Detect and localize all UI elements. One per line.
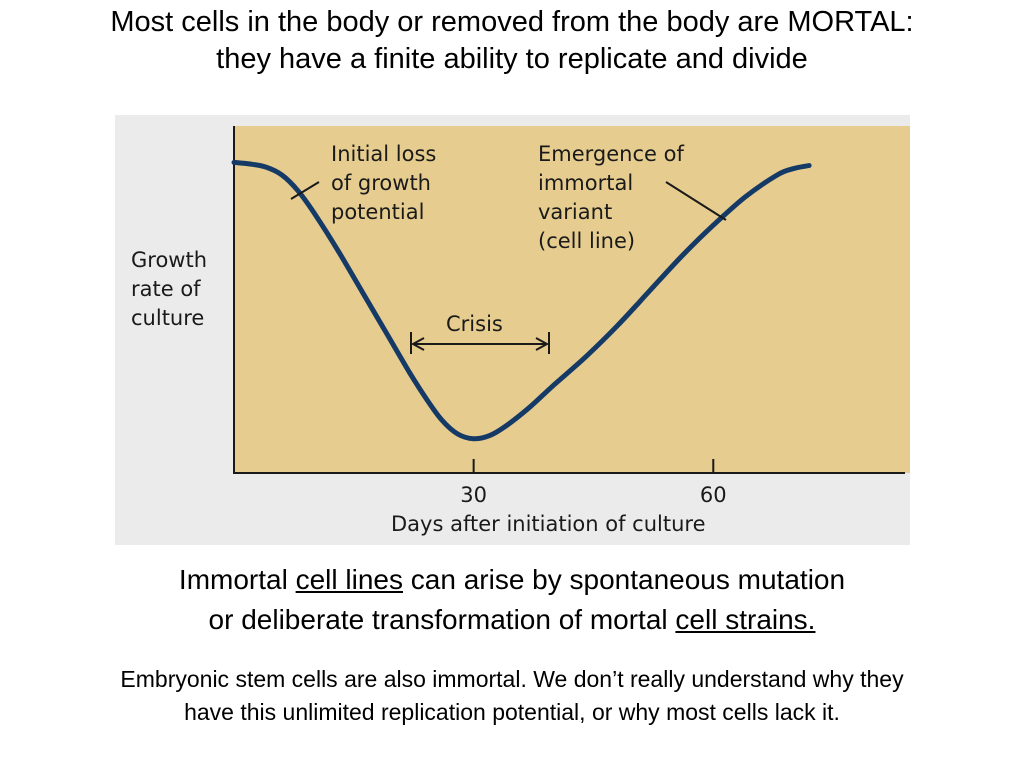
growth-curve	[231, 159, 812, 442]
x-axis-label: Days after initiation of culture	[391, 512, 706, 536]
growth-chart-figure: 30 60 Growth rate of culture Initial loss…	[115, 115, 910, 545]
caption2-line-2: have this unlimited replication potentia…	[184, 699, 840, 725]
title-line-2: they have a finite ability to replicate …	[216, 43, 808, 75]
crisis-bracket	[410, 332, 550, 354]
annotation-initial-loss: Initial loss of growth potential	[331, 142, 443, 224]
x-tick-label-30: 30	[460, 483, 487, 507]
annotation-initial-loss-leader	[290, 181, 320, 200]
caption-immortal-cell-lines: Immortal cell lines can arise by spontan…	[0, 560, 1024, 640]
cell-strains-link[interactable]: cell strains.	[675, 604, 816, 635]
title-line-1: Most cells in the body or removed from t…	[110, 6, 914, 38]
x-tick-label-60: 60	[700, 483, 727, 507]
y-axis-label: Growth rate of culture	[131, 248, 214, 330]
annotation-crisis: Crisis	[446, 312, 503, 336]
slide-title: Most cells in the body or removed from t…	[0, 4, 1024, 78]
annotation-emergence: Emergence of immortal variant (cell line…	[538, 142, 691, 253]
caption-embryonic-stem-cells: Embryonic stem cells are also immortal. …	[0, 663, 1024, 729]
annotation-emergence-leader	[665, 181, 727, 221]
caption2-line-1: Embryonic stem cells are also immortal. …	[120, 666, 904, 692]
plot-background	[233, 126, 910, 473]
caption1-line-1: Immortal cell lines can arise by spontan…	[178, 564, 846, 595]
cell-lines-link[interactable]: cell lines	[295, 564, 403, 595]
growth-chart: 30 60 Growth rate of culture Initial loss…	[131, 126, 910, 536]
caption1-line-2: or deliberate transformation of mortal c…	[208, 604, 816, 635]
x-ticks: 30 60	[460, 459, 727, 507]
